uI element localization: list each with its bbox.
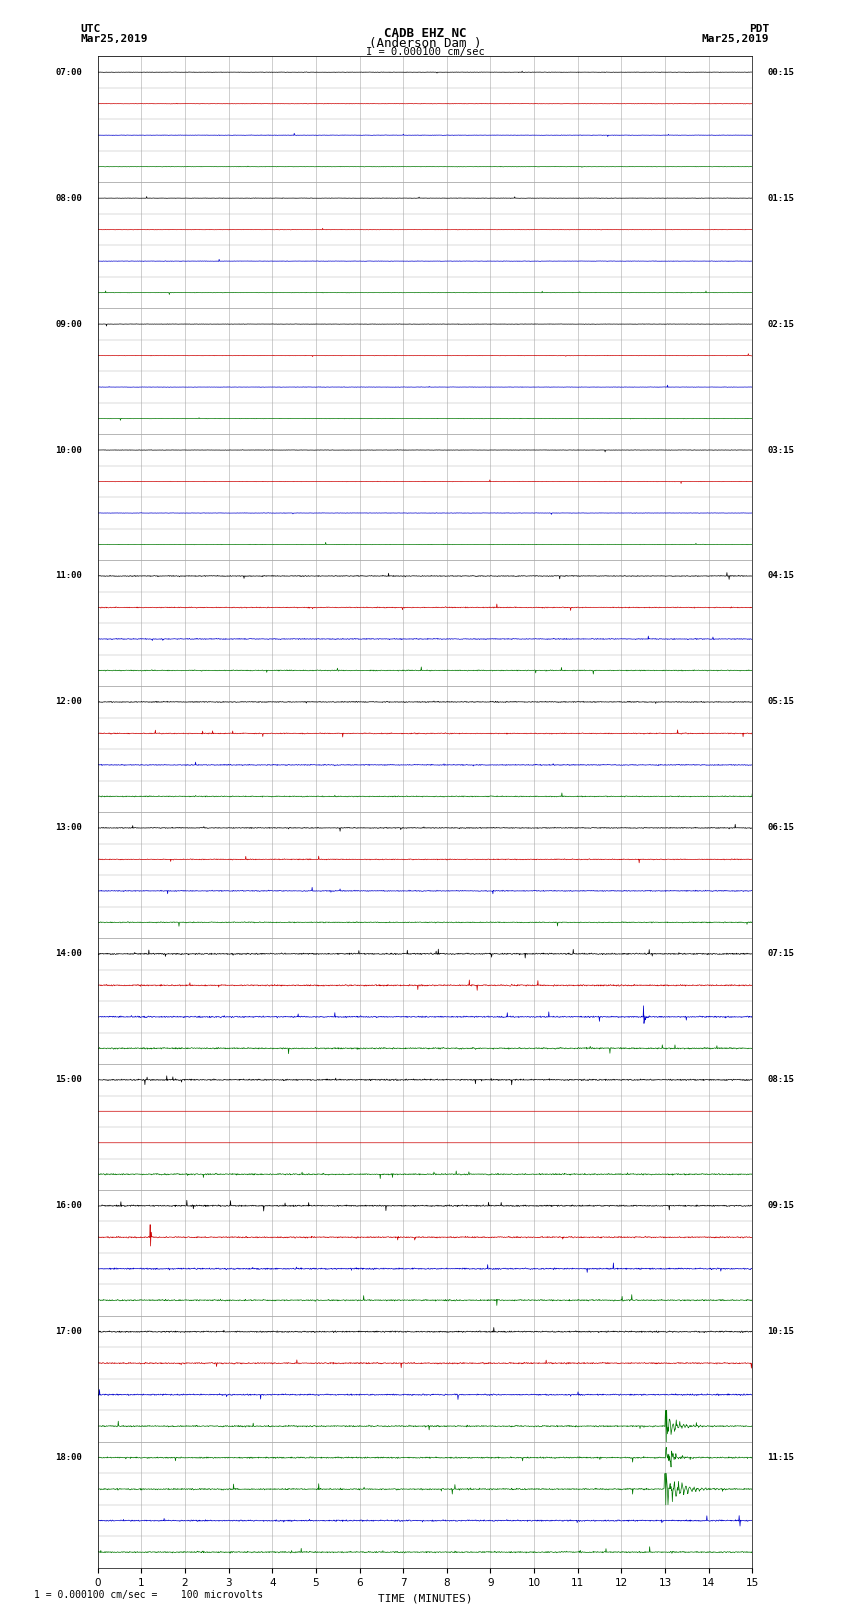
Text: 12:00: 12:00 [55,697,82,706]
Text: 08:00: 08:00 [55,194,82,203]
Text: (Anderson Dam ): (Anderson Dam ) [369,37,481,50]
Text: 17:00: 17:00 [55,1327,82,1336]
Text: 10:00: 10:00 [55,445,82,455]
Text: 02:15: 02:15 [768,319,795,329]
Text: 11:00: 11:00 [55,571,82,581]
Text: CADB EHZ NC: CADB EHZ NC [383,27,467,40]
Text: 08:15: 08:15 [768,1076,795,1084]
Text: 06:15: 06:15 [768,823,795,832]
X-axis label: TIME (MINUTES): TIME (MINUTES) [377,1594,473,1603]
Text: 15:00: 15:00 [55,1076,82,1084]
Text: 09:00: 09:00 [55,319,82,329]
Text: 07:15: 07:15 [768,950,795,958]
Text: Mar25,2019: Mar25,2019 [702,34,769,44]
Text: I = 0.000100 cm/sec: I = 0.000100 cm/sec [366,47,484,56]
Text: 1 = 0.000100 cm/sec =    100 microvolts: 1 = 0.000100 cm/sec = 100 microvolts [34,1590,264,1600]
Text: 14:00: 14:00 [55,950,82,958]
Text: UTC: UTC [81,24,101,34]
Text: 07:00: 07:00 [55,68,82,77]
Text: 03:15: 03:15 [768,445,795,455]
Text: 10:15: 10:15 [768,1327,795,1336]
Text: 13:00: 13:00 [55,823,82,832]
Text: Mar25,2019: Mar25,2019 [81,34,148,44]
Text: 11:15: 11:15 [768,1453,795,1461]
Text: PDT: PDT [749,24,769,34]
Text: 05:15: 05:15 [768,697,795,706]
Text: 04:15: 04:15 [768,571,795,581]
Text: 18:00: 18:00 [55,1453,82,1461]
Text: 16:00: 16:00 [55,1202,82,1210]
Text: 09:15: 09:15 [768,1202,795,1210]
Text: 01:15: 01:15 [768,194,795,203]
Text: 00:15: 00:15 [768,68,795,77]
